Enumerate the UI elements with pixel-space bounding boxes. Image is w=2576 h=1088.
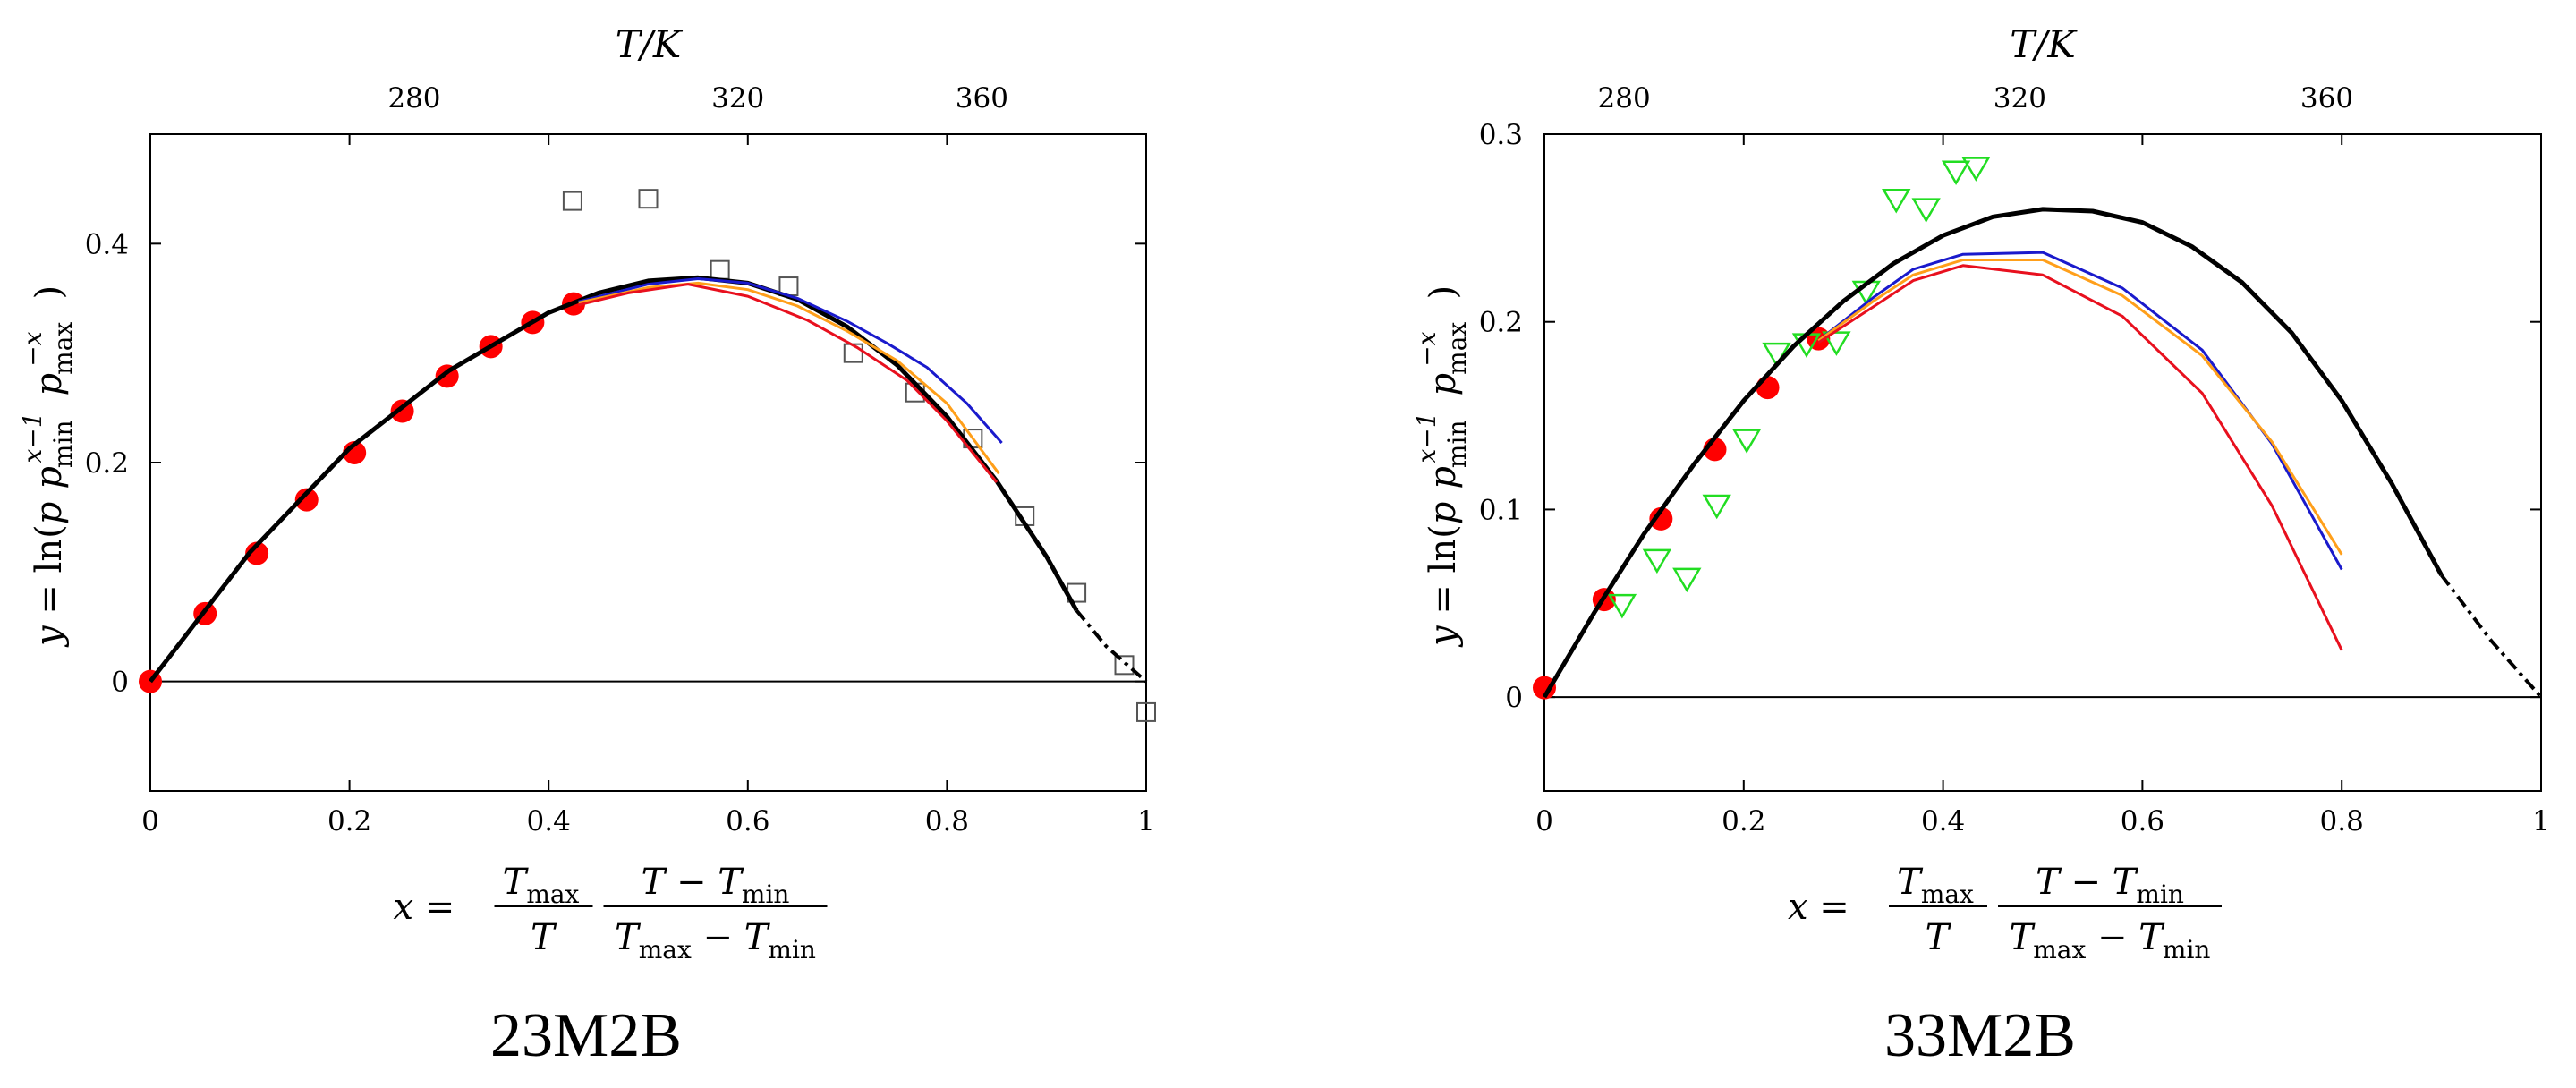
x-tick-label: 0 xyxy=(1535,805,1553,837)
top-tick-label: 320 xyxy=(1994,82,2046,115)
y-tick-label: 0.3 xyxy=(1479,119,1523,151)
y-tick-label: 0 xyxy=(1505,682,1523,714)
top-tick-label: 360 xyxy=(2300,82,2353,115)
x-axis-title: x = Tmax T T − Tmin Tmax − Tmin xyxy=(1788,862,2222,965)
series-line-6 xyxy=(578,281,1000,475)
y-tick-label: 0.4 xyxy=(85,228,129,260)
data-point xyxy=(1731,429,1762,454)
series-line-4 xyxy=(2440,574,2543,699)
x-tick-label: 1 xyxy=(2532,805,2550,837)
x-tick-label: 0 xyxy=(141,805,159,837)
data-point xyxy=(1756,376,1780,400)
series-line-7 xyxy=(1817,264,2343,651)
y-tick-label: 0.2 xyxy=(1479,307,1523,339)
top-tick-label: 280 xyxy=(1598,82,1651,115)
top-tick-label: 360 xyxy=(956,82,1008,115)
panel-title: 33M2B xyxy=(1884,1001,2076,1070)
data-point xyxy=(1649,506,1673,531)
data-point xyxy=(710,259,730,280)
series-line-3 xyxy=(1542,207,2444,699)
fraction-denominator: T xyxy=(531,917,557,958)
data-point xyxy=(1642,548,1672,574)
panel-title: 23M2B xyxy=(490,1001,682,1070)
x-tick-label: 0.6 xyxy=(726,805,769,837)
top-axis-title: T/K xyxy=(616,22,684,66)
series-line-3 xyxy=(149,275,1079,684)
x-axis-title: x = Tmax T T − Tmin Tmax − Tmin xyxy=(394,862,828,965)
fraction-numerator: T − Tmin xyxy=(642,862,790,909)
data-point xyxy=(1607,593,1637,619)
x-tick-label: 0.6 xyxy=(2121,805,2164,837)
series-line-5 xyxy=(1817,251,2343,571)
data-point xyxy=(1136,701,1156,722)
y-tick-label: 0.2 xyxy=(85,447,129,480)
plot-frame xyxy=(1543,133,2542,792)
x-axis-title-text: x = xyxy=(1788,887,1849,928)
data-point xyxy=(638,189,659,209)
y-tick-label: 0.1 xyxy=(1479,494,1523,526)
chart-panel-1: 0 0.2 0.4 0.6 0.8 1 0 0.2 0.4 280 320 360 T/K y = ln(… xyxy=(18,22,1156,1070)
y-axis-title: y = ln(ppminx−1pmax−x) xyxy=(18,285,78,648)
y-tick-label: 0 xyxy=(111,667,129,699)
fraction-numerator: Tmax xyxy=(503,862,580,909)
data-point xyxy=(1114,655,1135,676)
series-line-5 xyxy=(578,277,1003,444)
data-point xyxy=(1961,157,1991,182)
x-tick-label: 1 xyxy=(1137,805,1155,837)
top-tick-label: 280 xyxy=(387,82,440,115)
data-point xyxy=(1822,331,1851,356)
fraction-numerator: T − Tmin xyxy=(2036,862,2184,909)
data-point xyxy=(1533,676,1556,700)
data-point xyxy=(1702,494,1731,520)
chart-panel-2: 0 0.2 0.4 0.6 0.8 1 0 0.1 0.2 0.3 280 320 360 T/K y = … xyxy=(1412,22,2550,1070)
y-axis-title: y = ln(ppminx−1pmax−x) xyxy=(1412,285,1472,648)
data-point xyxy=(1911,198,1941,223)
data-point xyxy=(1882,188,1911,214)
x-tick-label: 0.8 xyxy=(2320,805,2364,837)
x-tick-label: 0.2 xyxy=(1722,805,1765,837)
top-tick-label: 320 xyxy=(711,82,764,115)
fraction-denominator: Tmax − Tmin xyxy=(2010,917,2211,965)
plot-frame xyxy=(149,133,1147,792)
x-tick-label: 0.2 xyxy=(327,805,371,837)
x-tick-label: 0.4 xyxy=(1921,805,1965,837)
x-tick-label: 0.4 xyxy=(527,805,571,837)
data-point xyxy=(562,191,582,211)
top-axis-title: T/K xyxy=(2010,22,2078,66)
series-line-4 xyxy=(1075,608,1148,684)
x-tick-label: 0.8 xyxy=(925,805,969,837)
y-axis-title-text: y = ln(ppminx−1pmax−x) xyxy=(1412,285,1472,648)
data-point xyxy=(294,488,319,512)
data-point xyxy=(245,541,269,565)
fraction-denominator: Tmax − Tmin xyxy=(615,917,816,965)
data-point xyxy=(1672,567,1702,593)
y-axis-title-text: y = ln(ppminx−1pmax−x) xyxy=(18,285,78,648)
data-point xyxy=(1762,342,1791,368)
data-point xyxy=(1941,160,1971,186)
series-line-7 xyxy=(578,283,999,483)
series-line-6 xyxy=(1817,259,2343,556)
fraction-numerator: Tmax xyxy=(1897,862,1974,909)
fraction-denominator: T xyxy=(1926,917,1952,958)
x-axis-title-text: x = xyxy=(394,887,455,928)
